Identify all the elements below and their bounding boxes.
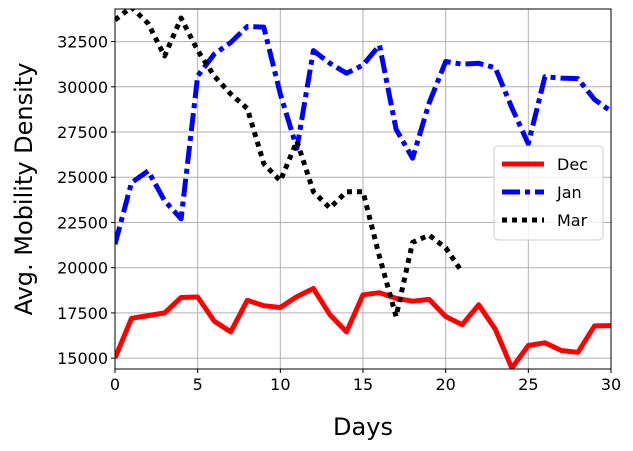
x-tick-label: 5 — [193, 375, 203, 394]
y-tick-label: 22500 — [57, 213, 108, 232]
legend: Dec Jan Mar — [493, 145, 604, 241]
x-tick-label: 10 — [270, 375, 290, 394]
legend-label-jan: Jan — [556, 183, 582, 202]
x-tick-label: 25 — [518, 375, 538, 394]
x-tick-label: 30 — [601, 375, 621, 394]
y-tick-label: 15000 — [57, 349, 108, 368]
x-axis-title: Days — [333, 413, 393, 441]
y-tick-label: 30000 — [57, 78, 108, 97]
series-line-jan — [115, 24, 611, 245]
y-tick-label: 17500 — [57, 304, 108, 323]
legend-label-mar: Mar — [557, 211, 588, 230]
y-axis-title: Avg. Mobility Density — [10, 63, 38, 316]
x-tick-label: 20 — [435, 375, 455, 394]
series-line-mar — [115, 9, 465, 319]
legend-frame — [493, 145, 604, 241]
y-tick-label: 27500 — [57, 123, 108, 142]
legend-label-dec: Dec — [557, 155, 588, 174]
series-line-dec — [115, 286, 611, 369]
series-lines — [115, 9, 611, 369]
x-tick-label: 15 — [353, 375, 373, 394]
y-tick-label: 20000 — [57, 259, 108, 278]
y-tick-label: 32500 — [57, 33, 108, 52]
y-tick-label: 25000 — [57, 168, 108, 187]
x-tick-label: 0 — [110, 375, 120, 394]
axis-ticks: 0 5 10 15 20 25 30 15000 17500 20000 22500 25000 275… — [57, 33, 621, 394]
